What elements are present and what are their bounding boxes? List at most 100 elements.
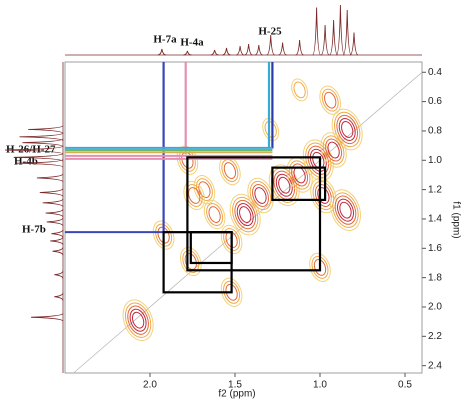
cross-peak	[183, 180, 206, 211]
f2-projection-peak	[320, 24, 330, 56]
contour-ring	[336, 114, 359, 145]
f1-projection-peak	[13, 152, 64, 162]
contour-ring	[198, 181, 211, 199]
contour-ring	[225, 283, 238, 301]
y-tick-label: 2.4	[428, 360, 442, 371]
contour-ring	[320, 132, 347, 168]
contour-ring	[157, 226, 170, 244]
y-tick-label: 2.2	[428, 331, 442, 342]
contour-ring	[122, 299, 154, 341]
contour-ring	[206, 203, 224, 227]
plot-frame	[64, 61, 423, 374]
contour-ring	[313, 258, 327, 276]
y-tick-label: 2.0	[428, 302, 442, 313]
cross-peak	[320, 132, 347, 168]
f2-projection-peak	[157, 48, 166, 56]
contour-ring	[179, 246, 202, 277]
cross-peak	[291, 78, 309, 102]
f1-projection-peak	[22, 138, 64, 148]
f2-projection-peak	[335, 4, 345, 56]
f1-projection-peak	[36, 173, 64, 183]
annotation: H-4a	[180, 37, 204, 49]
f2-projection-peak	[254, 44, 263, 56]
contour-ring	[229, 193, 261, 236]
contour-ring	[338, 117, 356, 141]
contour-ring	[291, 163, 309, 187]
contour-ring	[325, 138, 343, 162]
contour-ring	[332, 192, 359, 228]
correlation-box	[271, 166, 327, 201]
f2-projection-peak	[278, 42, 287, 56]
y-tick-label: 1.2	[428, 184, 442, 195]
x-axis-label: f2 (ppm)	[218, 389, 255, 400]
contour-ring	[275, 173, 293, 197]
x-tick-label: 0.5	[398, 380, 412, 391]
f2-projection-peak	[295, 39, 304, 56]
x-tick-label: 1.0	[313, 380, 327, 391]
contour-ring	[232, 196, 259, 233]
contour-ring	[334, 195, 357, 225]
f2-projection-peak	[342, 9, 352, 56]
f2-projection-peak	[222, 47, 231, 56]
contour-ring	[127, 305, 149, 335]
cross-peak	[193, 175, 216, 205]
contour-ring	[331, 108, 363, 151]
contour-ring	[195, 178, 213, 202]
annotation: H-4b	[14, 156, 38, 168]
contour-ring	[293, 81, 306, 99]
contour-ring	[193, 175, 216, 205]
y-tick-label: 0.8	[428, 126, 442, 137]
contour-ring	[129, 308, 147, 332]
f2-projection-peak	[349, 32, 359, 56]
contour-ring	[220, 277, 243, 307]
contour-ring	[312, 180, 335, 211]
y-tick-label: 0.4	[428, 67, 442, 78]
cross-peak	[220, 277, 243, 307]
f2-projection-peak	[329, 19, 339, 56]
contour-ring	[252, 183, 269, 208]
f1-projection-peak	[42, 198, 64, 208]
annotation: H-25	[258, 26, 282, 38]
contour-ring	[124, 302, 152, 338]
f1-projection-peak	[39, 188, 64, 197]
cross-peak	[331, 108, 363, 151]
f2-projection-peak	[236, 45, 245, 56]
cross-peak	[319, 85, 342, 115]
f1-projection-peak	[46, 217, 64, 227]
contour-ring	[339, 201, 352, 219]
contour-ring	[337, 198, 354, 222]
contour-ring	[220, 224, 243, 255]
contour-ring	[183, 180, 206, 211]
f1-projection-peak	[54, 292, 64, 301]
f1-projection-peak	[45, 208, 64, 218]
contour-ring	[249, 180, 272, 211]
contour-ring	[341, 121, 354, 138]
contour-ring	[334, 111, 361, 148]
f2-projection-peak	[210, 49, 219, 56]
y-tick-label: 1.4	[428, 214, 442, 225]
x-tick-label: 1.5	[228, 380, 242, 391]
contour-ring	[321, 88, 339, 112]
f1-projection-peak	[54, 270, 64, 279]
contour-ring	[291, 78, 309, 102]
contour-ring	[208, 206, 221, 223]
f1-projection-peak	[31, 313, 64, 322]
f1-projection-peak	[19, 132, 64, 142]
f1-projection-peak	[28, 125, 64, 134]
cross-peak	[122, 299, 154, 341]
contour-ring	[223, 280, 241, 304]
correlation-box	[186, 156, 322, 272]
contour-ring	[203, 199, 226, 230]
contour-ring	[305, 142, 332, 178]
y-tick-label: 1.6	[428, 243, 442, 254]
contour-ring	[234, 199, 257, 230]
f1-projection-peak	[50, 236, 64, 246]
correlation-box	[189, 231, 233, 265]
contour-ring	[319, 85, 342, 115]
contour-ring	[322, 135, 345, 165]
cross-peak	[330, 189, 361, 231]
contour-ring	[309, 148, 327, 172]
contour-ring	[254, 187, 267, 204]
contour-ring	[327, 141, 340, 159]
